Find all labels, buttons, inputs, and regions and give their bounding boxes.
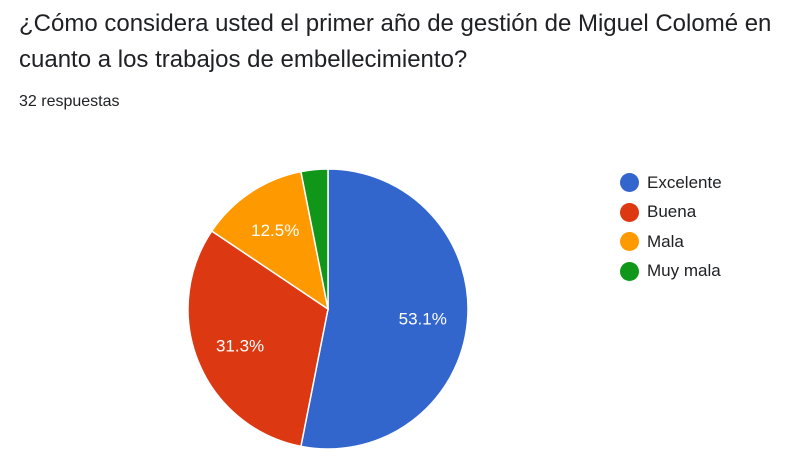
pie-slice-muy-mala[interactable] [300, 168, 329, 310]
legend-label: Mala [647, 231, 684, 251]
legend-item[interactable]: Muy mala [620, 257, 722, 287]
legend-label: Muy mala [647, 261, 721, 281]
legend-label: Buena [647, 202, 697, 222]
legend-swatch [620, 173, 639, 193]
legend-item[interactable]: Excelente [620, 168, 722, 198]
pie-data-label: 31.3% [216, 336, 264, 355]
legend-swatch [620, 261, 639, 281]
pie-slice-mala[interactable] [210, 170, 330, 311]
legend-label: Excelente [647, 172, 722, 192]
pie-data-label: 12.5% [251, 221, 299, 240]
legend-swatch [620, 202, 639, 222]
legend-swatch [620, 232, 639, 252]
question-title: ¿Cómo considera usted el primer año de g… [19, 10, 772, 73]
legend-item[interactable]: Mala [620, 227, 722, 257]
response-count: 32 respuestas [19, 93, 120, 110]
legend-item[interactable]: Buena [620, 198, 722, 228]
pie-data-label: 53.1% [399, 309, 447, 328]
pie-slice-buena[interactable] [187, 229, 329, 448]
pie-slice-excelente[interactable] [300, 168, 469, 450]
chart-legend: Excelente Buena Mala Muy mala [620, 168, 722, 286]
